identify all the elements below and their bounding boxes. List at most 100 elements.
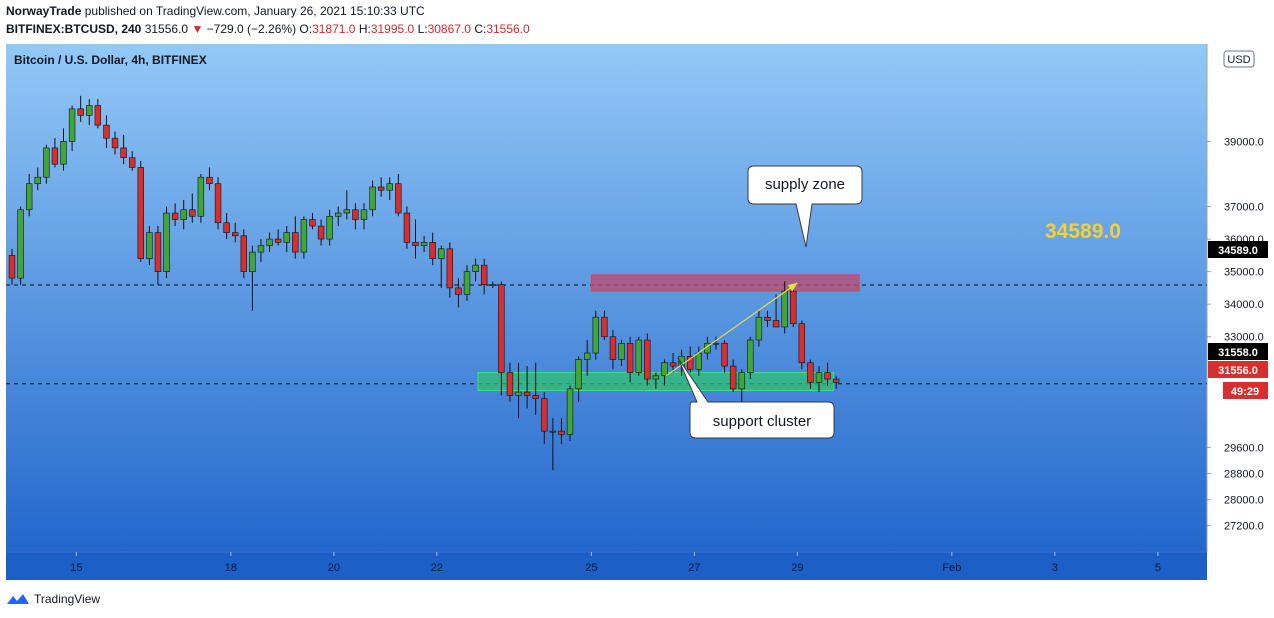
candle[interactable] <box>609 330 617 370</box>
candle[interactable] <box>420 235 428 253</box>
candle[interactable] <box>755 310 763 347</box>
candle[interactable] <box>369 180 376 217</box>
candle[interactable] <box>687 346 694 373</box>
projection-arrow-line[interactable] <box>665 282 798 377</box>
candle[interactable] <box>274 229 282 246</box>
candle[interactable] <box>8 248 16 285</box>
candle[interactable] <box>214 177 222 230</box>
candle[interactable] <box>317 219 325 246</box>
candle[interactable] <box>17 206 24 285</box>
candle[interactable] <box>292 216 299 259</box>
candle[interactable] <box>815 366 823 393</box>
candle[interactable] <box>77 95 84 122</box>
candle[interactable] <box>232 222 239 243</box>
candle[interactable] <box>626 336 634 383</box>
candle[interactable] <box>583 340 591 376</box>
candle[interactable] <box>335 206 342 227</box>
candle[interactable] <box>463 265 471 301</box>
candle[interactable] <box>326 209 333 246</box>
candle[interactable] <box>377 177 385 197</box>
candle[interactable] <box>661 359 668 386</box>
candle[interactable] <box>68 105 76 152</box>
candle[interactable] <box>489 281 496 288</box>
time-scale-background[interactable] <box>6 552 1207 580</box>
candle[interactable] <box>772 294 780 328</box>
candle[interactable] <box>25 173 33 217</box>
candle[interactable] <box>455 278 462 308</box>
candle[interactable] <box>515 362 522 419</box>
candle[interactable] <box>34 167 41 191</box>
candle[interactable] <box>111 131 119 155</box>
candle[interactable] <box>438 245 445 288</box>
candle[interactable] <box>128 151 136 171</box>
candle[interactable] <box>120 134 127 165</box>
candle[interactable] <box>790 287 797 327</box>
candle[interactable] <box>43 144 50 184</box>
chart-container[interactable]: 39000.0 37000.0 36000.0 35000.0 34000.0 33000… <box>6 44 1268 580</box>
support-cluster-callout[interactable]: support cluster <box>677 357 835 439</box>
candle[interactable] <box>249 245 256 311</box>
author-name[interactable]: NorwayTrade <box>6 4 82 18</box>
candle[interactable] <box>283 226 290 253</box>
candle[interactable] <box>764 310 771 327</box>
candle[interactable] <box>240 229 247 279</box>
candle[interactable] <box>523 366 531 409</box>
candle[interactable] <box>223 213 230 240</box>
candle[interactable] <box>618 340 625 367</box>
candle[interactable] <box>506 362 514 402</box>
candle[interactable] <box>712 336 720 350</box>
candle[interactable] <box>51 138 59 168</box>
candle[interactable] <box>549 418 557 471</box>
candle[interactable] <box>180 200 187 230</box>
candle[interactable] <box>738 369 745 402</box>
currency-badge[interactable]: USD <box>1223 50 1255 68</box>
candle[interactable] <box>644 333 651 386</box>
candle[interactable] <box>266 232 273 253</box>
candle[interactable] <box>498 281 505 396</box>
candle[interactable] <box>480 258 488 295</box>
price-scale-background[interactable] <box>1207 44 1268 580</box>
candle[interactable] <box>472 258 479 282</box>
candle[interactable] <box>781 281 788 334</box>
symbol-label[interactable]: BITFINEX:BTCUSD, 240 <box>6 22 142 36</box>
candle[interactable] <box>206 167 213 191</box>
candle[interactable] <box>300 216 308 259</box>
candle[interactable] <box>171 203 179 227</box>
candle[interactable] <box>197 173 205 223</box>
candle[interactable] <box>386 177 393 200</box>
candle[interactable] <box>257 239 265 262</box>
tradingview-footer[interactable]: TradingView <box>6 592 100 606</box>
candle[interactable] <box>824 362 831 386</box>
candle[interactable] <box>747 336 754 380</box>
candle[interactable] <box>343 190 351 220</box>
candle[interactable] <box>558 418 565 445</box>
candle[interactable] <box>729 359 737 393</box>
candle[interactable] <box>532 362 539 415</box>
candle[interactable] <box>163 206 170 279</box>
candle[interactable] <box>352 203 359 230</box>
candle[interactable] <box>60 128 67 171</box>
candle[interactable] <box>429 232 436 266</box>
candle[interactable] <box>86 99 93 126</box>
candle[interactable] <box>395 173 402 217</box>
candle[interactable] <box>146 226 153 266</box>
candle[interactable] <box>154 226 162 285</box>
candle[interactable] <box>403 206 411 249</box>
candle[interactable] <box>412 219 419 259</box>
candle[interactable] <box>807 359 814 389</box>
candle[interactable] <box>575 356 582 402</box>
candle[interactable] <box>721 340 728 373</box>
candle[interactable] <box>566 385 574 441</box>
price-chart[interactable]: 39000.037000.036000.035000.034000.033000… <box>6 44 1268 580</box>
candle[interactable] <box>832 375 840 389</box>
candle[interactable] <box>360 203 368 230</box>
candle[interactable] <box>592 310 599 360</box>
candle[interactable] <box>446 242 454 298</box>
candle[interactable] <box>652 372 660 389</box>
candle[interactable] <box>669 353 677 373</box>
candle[interactable] <box>798 320 806 370</box>
supply-zone-callout[interactable]: supply zone <box>747 165 863 248</box>
candle[interactable] <box>601 310 608 340</box>
supply-zone-rect[interactable] <box>590 274 860 292</box>
candle[interactable] <box>189 193 196 223</box>
